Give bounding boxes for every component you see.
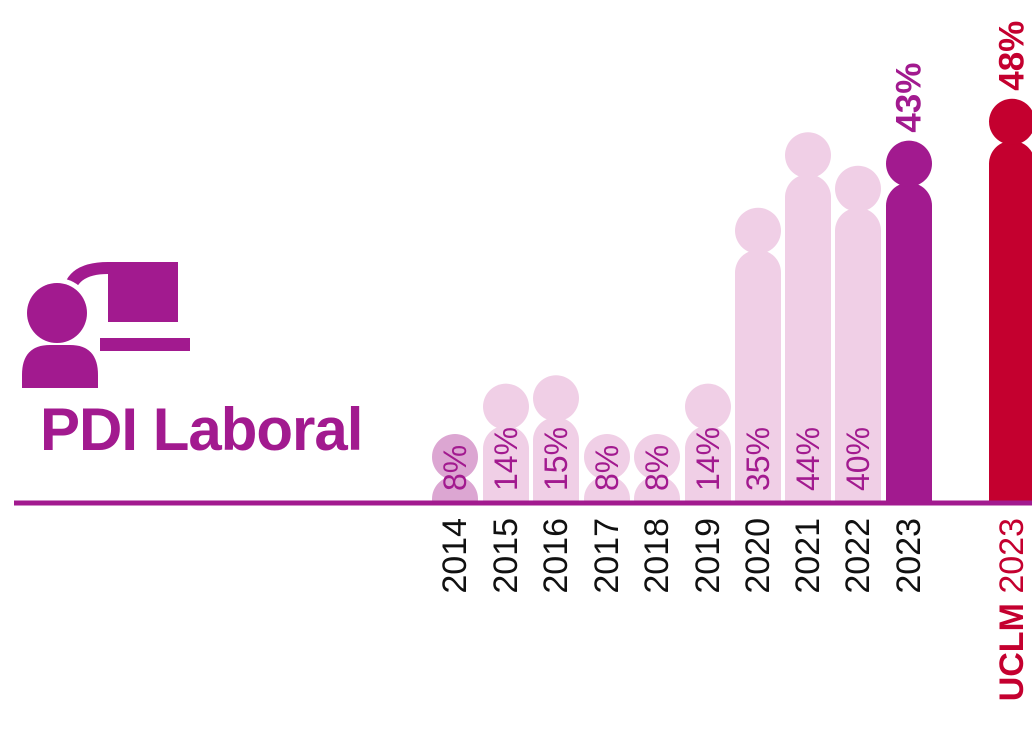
bar-2023-body	[886, 182, 932, 503]
data-label-2016: 15%	[538, 427, 574, 491]
bar-2017-head	[584, 433, 630, 480]
bar-2023-head	[886, 140, 932, 187]
data-label-2023: 43%	[890, 63, 929, 133]
bar-comparison	[989, 98, 1032, 503]
tick-label-2015: 2015	[487, 518, 525, 594]
bar-2014-head	[432, 433, 478, 480]
labels-layer: 8% 2014 14% 2015 15% 2016 8% 2017 8% 2018 14% 2019 3…	[436, 21, 1032, 702]
board-screen	[108, 262, 178, 322]
bar-comparison-head	[989, 98, 1032, 145]
bar-2014-body	[432, 475, 478, 503]
bar-2021-head	[785, 132, 831, 179]
tick-label-2019: 2019	[689, 518, 727, 594]
comparison-year: 2023	[993, 518, 1031, 594]
bar-2022-body	[835, 207, 881, 503]
bar-2016	[533, 375, 579, 503]
bar-2019-head	[685, 383, 731, 430]
tick-label-2021: 2021	[789, 518, 827, 594]
tick-label-2017: 2017	[588, 518, 626, 594]
bar-2022-head	[835, 165, 881, 212]
bar-2016-body	[533, 417, 579, 503]
data-label-2017: 8%	[589, 445, 625, 491]
bar-2020	[735, 207, 781, 503]
tick-label-2022: 2022	[839, 518, 877, 594]
person-body	[22, 345, 98, 388]
bar-2021-body	[785, 174, 831, 503]
tick-label-2016: 2016	[537, 518, 575, 594]
bar-2018	[634, 433, 680, 503]
bar-2019	[685, 383, 731, 503]
data-label-2019: 14%	[690, 427, 726, 491]
data-label-2014: 8%	[437, 445, 473, 491]
person-head-fill	[27, 283, 87, 343]
board-ledge	[100, 338, 190, 351]
bar-2020-body	[735, 249, 781, 503]
bar-2015-body	[483, 425, 529, 503]
teacher-at-board-icon	[22, 262, 190, 388]
page-title: PDI Laboral	[40, 396, 363, 463]
bar-2018-body	[634, 475, 680, 503]
tick-label-2014: 2014	[436, 518, 474, 594]
data-label-2021: 44%	[790, 427, 826, 491]
bars-layer	[432, 98, 1032, 503]
data-label-2022: 40%	[840, 427, 876, 491]
tick-label-2020: 2020	[739, 518, 777, 594]
bar-2021	[785, 132, 831, 503]
data-label-2020: 35%	[740, 427, 776, 491]
bar-2017	[584, 433, 630, 503]
data-label-2018: 8%	[639, 445, 675, 491]
bar-2017-body	[584, 475, 630, 503]
bar-2023	[886, 140, 932, 503]
bar-2015	[483, 383, 529, 503]
bar-comparison-body	[989, 140, 1032, 503]
comparison-prefix: UCLM	[993, 594, 1031, 702]
tick-label-2018: 2018	[638, 518, 676, 594]
bar-2016-head	[533, 375, 579, 422]
bar-2014	[432, 433, 478, 503]
data-label-comparison: 48%	[993, 21, 1032, 91]
bar-2020-head	[735, 207, 781, 254]
bar-2019-body	[685, 425, 731, 503]
bar-2015-head	[483, 383, 529, 430]
tick-label-2023: 2023	[890, 518, 928, 594]
data-label-2015: 14%	[488, 427, 524, 491]
tick-label-comparison: UCLM 2023	[993, 518, 1031, 701]
bar-2022	[835, 165, 881, 503]
bar-2018-head	[634, 433, 680, 480]
